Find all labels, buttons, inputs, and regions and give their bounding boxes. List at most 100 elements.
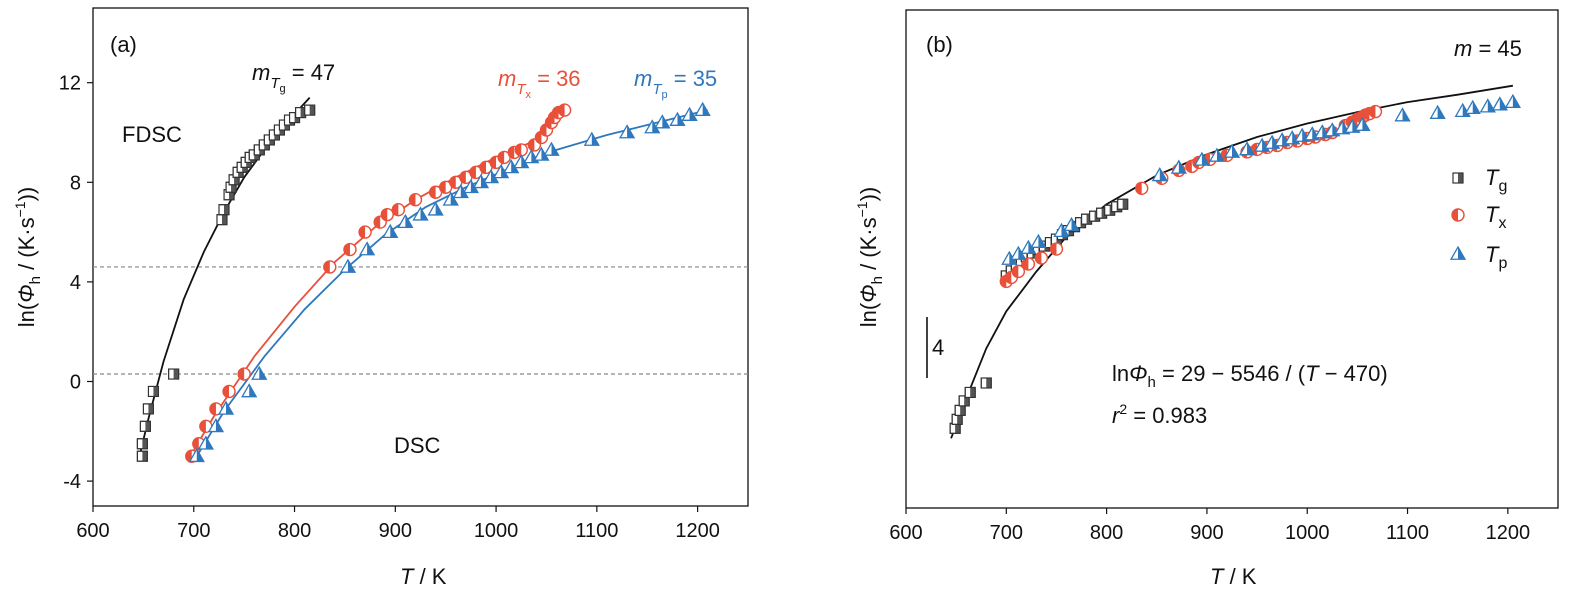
panel-a-point-tg — [168, 368, 180, 380]
m-tg-annotation: mTg = 47 — [252, 60, 335, 95]
legend-tp-sub: p — [1498, 255, 1507, 272]
panel-b-x-tick-label: 600 — [889, 522, 922, 544]
panel-a-y-axis-title: ln(Φh / (K·s−1)) — [12, 187, 44, 328]
panel-a-y-exp: −1 — [12, 201, 28, 217]
m-tg-symbol: m — [252, 60, 270, 85]
m-tx-symbol: m — [498, 66, 516, 91]
eq-t: T — [1305, 361, 1320, 386]
eq-rest: = 29 − 5546 / ( — [1156, 361, 1306, 386]
panel-b-point-tp — [1151, 167, 1168, 182]
panel-a-x-axis-unit: / K — [413, 564, 446, 589]
panel-a-point-tp — [339, 258, 357, 273]
m-tx-sub: T — [516, 81, 527, 98]
panel-a-point-tx — [222, 384, 236, 399]
panel-a-x-tick-label: 900 — [379, 520, 412, 542]
legend-label-tg: Tg — [1485, 165, 1507, 195]
panel-a-point-tp — [251, 365, 268, 380]
m-tp-value: = 35 — [668, 66, 718, 91]
panel-a-point-tp — [427, 201, 444, 216]
panel-a-point-tx — [209, 402, 223, 416]
panel-a-point-tp — [241, 383, 258, 398]
panel-b-x-tick-label: 1000 — [1285, 522, 1330, 544]
legend-marker-tp-shape — [1449, 245, 1467, 260]
panel-b-point-tp — [1238, 141, 1256, 156]
m-tp-symbol: m — [634, 66, 652, 91]
panel-a-point-tg — [136, 438, 148, 450]
panel-a-point-tx — [199, 419, 213, 434]
panel-b: 600 700 800 900 1000 1100 1200 (b) m = 45 4 ln… — [854, 9, 1559, 589]
m-tg-sub: T — [270, 75, 281, 92]
panel-a-point-tx — [557, 103, 572, 117]
panel-a-x-axis-symbol: T — [400, 564, 415, 589]
fit-equation: lnΦh = 29 − 5546 / (T − 470) — [1112, 361, 1388, 391]
panel-a-point-tg — [218, 204, 230, 216]
panel-b-point-tg — [958, 395, 970, 407]
panel-a-point-tp — [207, 418, 225, 433]
legend-item-tx: Tx — [1451, 202, 1506, 232]
panel-a-y-tick-label: -4 — [63, 471, 81, 493]
panel-a-y-close: )) — [14, 187, 39, 202]
panel-b-point-tg — [1117, 198, 1129, 210]
panel-a-point-tp — [397, 213, 414, 229]
panel-a-y-sub: h — [27, 276, 44, 284]
eq-sub: h — [1148, 374, 1156, 391]
panel-b-frame — [905, 9, 1559, 509]
panel-a-x-tick-label: 600 — [76, 520, 109, 542]
panel-a-y-symbol: Φ — [14, 284, 39, 302]
m-value: = 45 — [1472, 36, 1522, 61]
panel-a-point-tg — [147, 385, 160, 398]
m-tx-value: = 36 — [531, 66, 581, 91]
panel-a-ticks: 600 700 800 900 1000 1100 1200 -4 0 4 8 12 — [59, 73, 720, 542]
panel-a-point-tg — [304, 104, 316, 116]
panel-a-point-tg — [136, 450, 148, 462]
panel-a-point-tg — [139, 420, 151, 432]
panel-a-point-tg — [295, 107, 307, 119]
panel-a-point-tx — [459, 170, 473, 185]
panel-a-point-tx — [358, 225, 372, 239]
panel-b-point-tp — [1063, 216, 1080, 232]
panel-b-point-tx — [1049, 242, 1064, 256]
panel-b-point-tp — [1223, 143, 1241, 158]
panel-a-x-tick-label: 1100 — [575, 520, 618, 542]
eq-pre: ln — [1112, 361, 1129, 386]
legend-marker-tp — [1449, 245, 1467, 260]
panel-b-x-tick-label: 1200 — [1486, 522, 1531, 544]
panel-a-point-tp — [382, 223, 399, 239]
m-tx-subsub: x — [526, 89, 532, 101]
panel-b-y-axis-title: ln(Φh / (K·s−1)) — [854, 187, 886, 328]
panel-a-point-tp — [543, 141, 560, 156]
panel-a-point-tx — [343, 242, 357, 257]
panel-b-point-tx — [1021, 257, 1036, 271]
panel-a-point-tp — [358, 241, 376, 256]
m-tx-annotation: mTx = 36 — [498, 66, 581, 101]
panel-b-point-tp — [1429, 104, 1446, 119]
panel-b-label: (b) — [926, 32, 953, 57]
panel-b-point-tp — [1504, 93, 1521, 109]
dsc-label: DSC — [394, 433, 441, 458]
legend-tg-sub: g — [1498, 178, 1507, 195]
legend-tx-symbol: T — [1485, 202, 1500, 227]
panel-a-point-tp — [681, 106, 698, 121]
panel-a-point-tx — [380, 207, 394, 222]
panel-b-point-tx — [1011, 264, 1026, 279]
panel-a-point-tp — [442, 191, 459, 206]
panel-a-y-tick-label: 4 — [70, 272, 81, 294]
panel-b-point-tx — [1034, 251, 1049, 265]
m-tg-subsub: g — [280, 83, 286, 95]
panel-b-data-points — [949, 93, 1521, 434]
m-tp-subsub: p — [662, 89, 668, 101]
panel-a-y-tick-label: 0 — [70, 372, 81, 394]
panel-a-point-tx — [514, 143, 528, 157]
panel-a-point-tx — [479, 160, 493, 175]
panel-b-point-tg — [964, 386, 976, 399]
panel-a-point-tp — [217, 400, 235, 415]
r2-annotation: r2 = 0.983 — [1112, 401, 1207, 428]
m-annotation: m = 45 — [1454, 36, 1522, 61]
panel-a-point-tg — [142, 403, 154, 415]
panel-b-point-tx — [1368, 104, 1383, 119]
panel-b-point-tp — [1354, 116, 1371, 131]
m-tp-annotation: mTp = 35 — [634, 66, 717, 101]
r2-exp: 2 — [1119, 401, 1127, 417]
panel-b-x-tick-label: 700 — [990, 522, 1023, 544]
r2-symbol: r — [1112, 403, 1121, 428]
